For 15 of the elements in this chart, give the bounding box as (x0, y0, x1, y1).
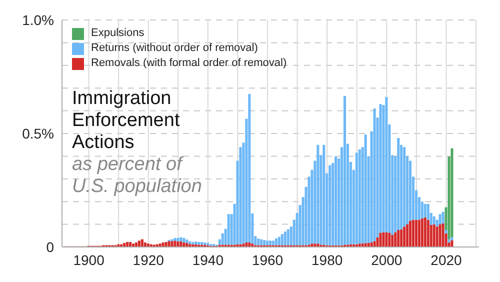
x-tick-label: 1980 (312, 252, 343, 268)
y-tick-label: 0.5% (22, 125, 54, 142)
x-tick-label: 1960 (252, 252, 284, 268)
x-tick-label: 2000 (371, 252, 402, 268)
y-tick-label: 1.0% (22, 12, 54, 28)
x-tick-label: 1940 (192, 252, 224, 268)
y-tick-label: 0 (46, 238, 54, 255)
legend-label: Expulsions (91, 26, 144, 41)
legend-label: Removals (with formal order of removal) (91, 56, 287, 71)
x-tick-label: 1900 (73, 252, 105, 268)
x-tick-label: 1920 (132, 252, 164, 268)
text: as percent of U.S. population (72, 154, 203, 198)
legend-label: Returns (without order of removal) (91, 41, 258, 56)
text: Immigration Enforcement Actions (72, 88, 181, 154)
x-tick-label: 2020 (430, 252, 462, 268)
